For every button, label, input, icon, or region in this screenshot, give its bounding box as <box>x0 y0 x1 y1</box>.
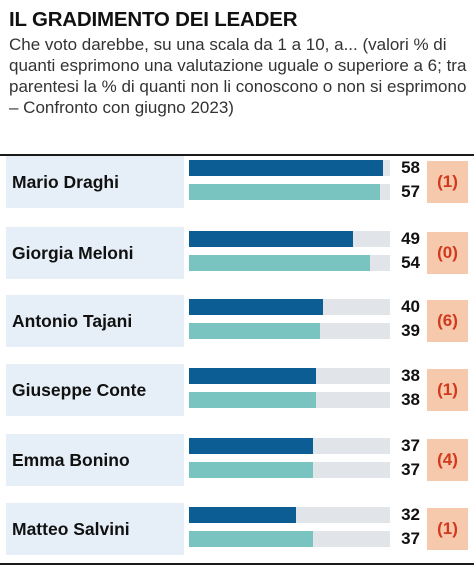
bottom-rule <box>0 563 474 565</box>
bar-track <box>189 438 390 454</box>
leader-name: Giorgia Meloni <box>6 227 184 279</box>
bar-track <box>189 507 390 523</box>
not-known-badge: (1) <box>427 369 468 411</box>
leader-row: Matteo Salvini 32 37 (1) <box>0 503 474 555</box>
not-known-badge: (1) <box>427 161 468 203</box>
value-label-current: 40 <box>401 297 420 316</box>
value-label-current: 38 <box>401 366 420 385</box>
bar-current <box>189 299 323 315</box>
bar-previous <box>189 462 313 478</box>
leader-name: Matteo Salvini <box>6 503 184 555</box>
not-known-badge: (1) <box>427 508 468 550</box>
value-label-current: 49 <box>401 229 420 248</box>
value-label-current: 37 <box>401 436 420 455</box>
value-label-previous: 39 <box>401 321 420 340</box>
bar-previous <box>189 323 320 339</box>
leader-row: Emma Bonino 37 37 (4) <box>0 434 474 486</box>
bar-track <box>189 255 390 271</box>
leader-row: Antonio Tajani 40 39 (6) <box>0 295 474 347</box>
bar-current <box>189 231 354 247</box>
bar-previous <box>189 255 370 271</box>
bar-previous <box>189 392 317 408</box>
bar-previous <box>189 531 313 547</box>
bar-current <box>189 438 313 454</box>
value-label-current: 32 <box>401 505 420 524</box>
leader-name: Emma Bonino <box>6 434 184 486</box>
chart-subtitle: Che voto darebbe, su una scala da 1 a 10… <box>9 35 467 117</box>
value-label-previous: 37 <box>401 529 420 548</box>
bar-current <box>189 368 317 384</box>
bar-previous <box>189 184 380 200</box>
value-label-previous: 38 <box>401 390 420 409</box>
top-rule <box>0 154 474 156</box>
bar-track <box>189 160 390 176</box>
leader-row: Mario Draghi 58 57 (1) <box>0 156 474 208</box>
bar-track <box>189 392 390 408</box>
not-known-badge: (4) <box>427 439 468 481</box>
value-label-previous: 54 <box>401 253 420 272</box>
leader-name: Giuseppe Conte <box>6 364 184 416</box>
leader-name: Antonio Tajani <box>6 295 184 347</box>
value-label-previous: 57 <box>401 182 420 201</box>
leader-row: Giuseppe Conte 38 38 (1) <box>0 364 474 416</box>
bar-track <box>189 323 390 339</box>
bar-current <box>189 160 384 176</box>
bar-track <box>189 368 390 384</box>
bar-current <box>189 507 297 523</box>
leader-name: Mario Draghi <box>6 156 184 208</box>
bar-track <box>189 462 390 478</box>
value-label-previous: 37 <box>401 460 420 479</box>
bar-track <box>189 531 390 547</box>
chart-title: IL GRADIMENTO DEI LEADER <box>9 8 298 31</box>
bar-track <box>189 231 390 247</box>
bar-track <box>189 184 390 200</box>
leader-row: Giorgia Meloni 49 54 (0) <box>0 227 474 279</box>
value-label-current: 58 <box>401 158 420 177</box>
bar-track <box>189 299 390 315</box>
not-known-badge: (6) <box>427 300 468 342</box>
not-known-badge: (0) <box>427 232 468 274</box>
